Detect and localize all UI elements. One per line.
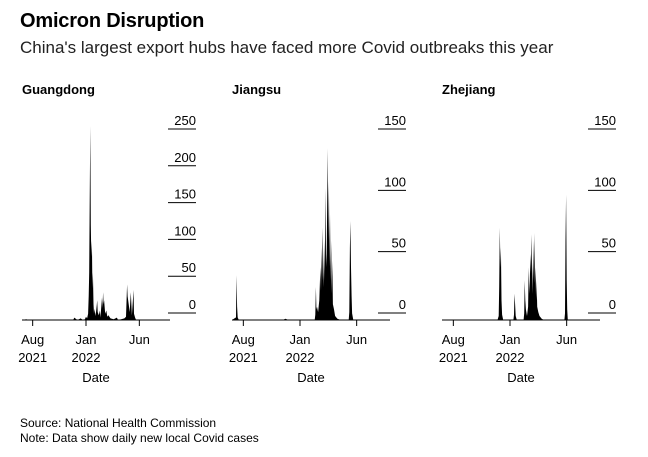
chart-footer: Source: National Health Commission Note:… [20, 416, 259, 446]
panel-guangdong-y-tick-label: 50 [182, 260, 196, 275]
panel-jiangsu-x-tick-label: Jan [290, 332, 311, 347]
panel-guangdong-series-area [22, 126, 182, 320]
panel-guangdong-y-tick-label: 250 [174, 113, 196, 128]
chart-title: Omicron Disruption [20, 10, 205, 32]
panel-jiangsu-title: Jiangsu [232, 82, 281, 97]
data-note: Note: Data show daily new local Covid ca… [20, 431, 259, 445]
panel-guangdong-y-tick-label: 150 [174, 187, 196, 202]
chart-subtitle: China's largest export hubs have faced m… [20, 38, 554, 57]
panel-zhejiang-x-tick-label: 2021 [439, 350, 468, 365]
panel-jiangsu-y-tick-label: 50 [392, 236, 406, 251]
panel-jiangsu-x-tick-label: Jun [346, 332, 367, 347]
panel-guangdong-x-tick-label: Jan [76, 332, 97, 347]
panel-guangdong-x-tick-label: 2021 [18, 350, 47, 365]
panel-guangdong-y-tick-label: 200 [174, 150, 196, 165]
panel-zhejiang-x-tick-label: Jan [500, 332, 521, 347]
panel-zhejiang-x-axis-label: Date [507, 370, 534, 385]
panel-guangdong-x-tick-label: 2022 [72, 350, 101, 365]
panel-zhejiang-x-tick-label: Aug [442, 332, 465, 347]
panel-jiangsu-x-tick-label: 2022 [286, 350, 315, 365]
panel-jiangsu-y-tick-label: 150 [384, 113, 406, 128]
source-note: Source: National Health Commission [20, 416, 217, 430]
panel-guangdong-y-tick-label: 100 [174, 223, 196, 238]
panel-zhejiang-y-tick-label: 100 [594, 174, 616, 189]
panel-zhejiang-x-tick-label: Jun [556, 332, 577, 347]
panel-zhejiang-x-tick-label: 2022 [496, 350, 525, 365]
panel-guangdong-x-tick-label: Aug [21, 332, 44, 347]
panel-zhejiang-y-tick-label: 0 [609, 297, 616, 312]
panel-guangdong-x-axis-label: Date [82, 370, 109, 385]
panel-zhejiang-y-tick-label: 150 [594, 113, 616, 128]
panel-guangdong-x-tick-label: Jun [129, 332, 150, 347]
panel-jiangsu-series-area [232, 148, 402, 320]
panel-jiangsu-x-axis-label: Date [297, 370, 324, 385]
panel-jiangsu-x-tick-label: 2021 [229, 350, 258, 365]
panel-jiangsu-y-tick-label: 100 [384, 174, 406, 189]
panel-zhejiang-title: Zhejiang [442, 82, 496, 97]
panel-zhejiang-series-area [442, 194, 612, 320]
panel-zhejiang-y-tick-label: 50 [602, 236, 616, 251]
panel-guangdong-y-tick-label: 0 [189, 297, 196, 312]
panel-guangdong-title: Guangdong [22, 82, 95, 97]
panel-jiangsu-x-tick-label: Aug [232, 332, 255, 347]
panel-jiangsu-y-tick-label: 0 [399, 297, 406, 312]
